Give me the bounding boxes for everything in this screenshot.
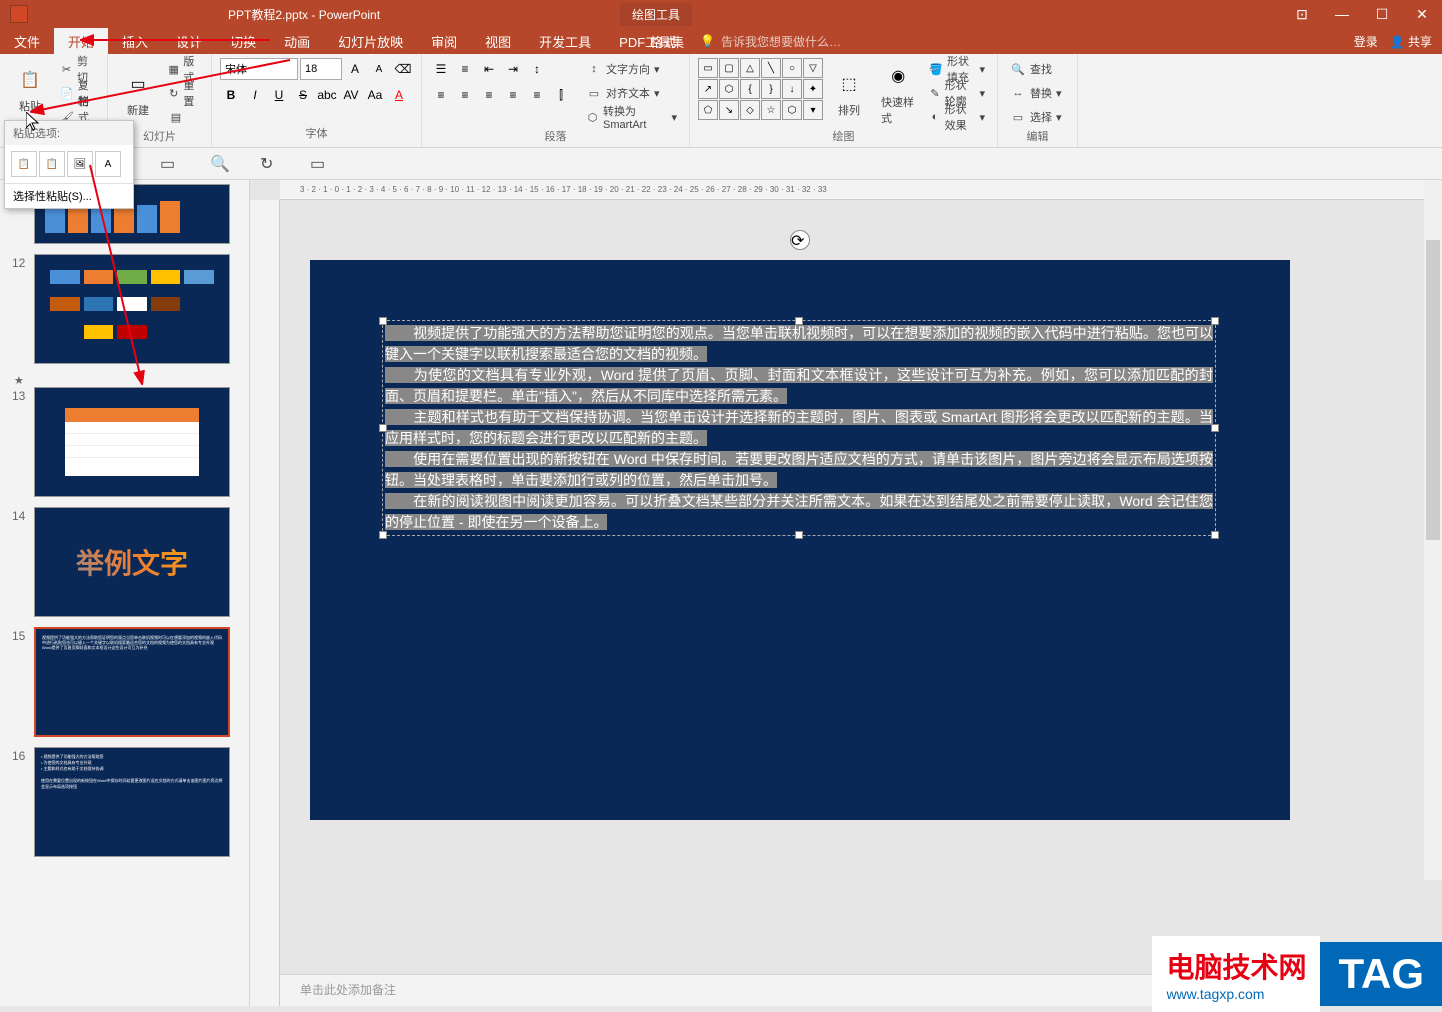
clear-format-icon[interactable]: ⌫ xyxy=(392,58,414,80)
smartart-button[interactable]: ⬡转换为 SmartArt ▾ xyxy=(582,106,681,128)
tell-me-search[interactable]: 💡 告诉我您想要做什么… xyxy=(700,33,841,50)
watermark: 电脑技术网 www.tagxp.com TAG xyxy=(1152,936,1442,1012)
align-left-button[interactable]: ≡ xyxy=(430,84,452,106)
share-button[interactable]: 👤 共享 xyxy=(1390,33,1432,50)
quick-access-bar: ▭ ▭ ▭ ▭ 🔍 ↻ ▭ xyxy=(0,148,1442,180)
app-icon xyxy=(10,5,28,23)
slide-thumb-15[interactable]: 视频提供了功能强大的方法帮助您证明您的观点当您单击联机视频时可以在想要添加的视频… xyxy=(34,627,230,737)
align-right-button[interactable]: ≡ xyxy=(478,84,500,106)
fill-icon: 🪣 xyxy=(929,61,943,77)
minimize-button[interactable]: — xyxy=(1322,0,1362,28)
arrange-icon: ⬚ xyxy=(833,68,865,100)
login-link[interactable]: 登录 xyxy=(1354,33,1378,50)
distribute-button[interactable]: ≡ xyxy=(526,84,548,106)
indent-dec-button[interactable]: ⇤ xyxy=(478,58,500,80)
resize-handle-s[interactable] xyxy=(795,531,803,539)
font-group-label: 字体 xyxy=(220,125,413,143)
quick-styles-icon: ◉ xyxy=(882,60,914,92)
justify-button[interactable]: ≡ xyxy=(502,84,524,106)
effects-icon: ◐ xyxy=(929,109,940,125)
slide-thumb-14[interactable]: 举例文字 xyxy=(34,507,230,617)
paragraph-group-label: 段落 xyxy=(430,128,681,146)
drawing-tools-label: 绘图工具 xyxy=(620,3,692,26)
resize-handle-w[interactable] xyxy=(379,424,387,432)
resize-handle-n[interactable] xyxy=(795,317,803,325)
line-spacing-button[interactable]: ↕ xyxy=(526,58,548,80)
drawing-group-label: 绘图 xyxy=(698,128,989,146)
vertical-scrollbar[interactable] xyxy=(1424,180,1442,880)
slide-editor: 3 · 2 · 1 · 0 · 1 · 2 · 3 · 4 · 5 · 6 · … xyxy=(250,180,1442,1006)
editing-group-label: 编辑 xyxy=(1006,128,1069,146)
align-center-button[interactable]: ≡ xyxy=(454,84,476,106)
select-button[interactable]: ▭选择 ▾ xyxy=(1006,106,1066,128)
columns-button[interactable]: ⫿ xyxy=(550,84,572,106)
smartart-icon: ⬡ xyxy=(586,109,599,125)
horizontal-ruler: 3 · 2 · 1 · 0 · 1 · 2 · 3 · 4 · 5 · 6 · … xyxy=(280,180,1442,200)
resize-handle-ne[interactable] xyxy=(1211,317,1219,325)
resize-handle-e[interactable] xyxy=(1211,424,1219,432)
indent-inc-button[interactable]: ⇥ xyxy=(502,58,524,80)
align-text-button[interactable]: ▭对齐文本 ▾ xyxy=(582,82,681,104)
replace-icon: ↔ xyxy=(1010,85,1026,101)
slide-canvas[interactable]: ⟳ 视频提供了功能强大的方法帮助您证明您的观点。当您单击联机视频时，可以在想要添… xyxy=(310,260,1290,820)
close-button[interactable]: ✕ xyxy=(1402,0,1442,28)
title-bar: PPT教程2.pptx - PowerPoint 绘图工具 ⊡ — ☐ ✕ xyxy=(0,0,1442,28)
decrease-font-icon[interactable]: A xyxy=(368,58,390,80)
tab-developer[interactable]: 开发工具 xyxy=(525,28,605,54)
cursor-icon xyxy=(26,112,42,132)
slide-thumb-13[interactable] xyxy=(34,387,230,497)
shapes-gallery[interactable]: ▭▢△╲○▽ ↗⬡{}↓✦ ⬠↘◇☆⬡▾ xyxy=(698,58,823,120)
bullets-button[interactable]: ☰ xyxy=(430,58,452,80)
case-button[interactable]: Aa xyxy=(364,84,386,106)
numbering-button[interactable]: ≡ xyxy=(454,58,476,80)
select-icon: ▭ xyxy=(1010,109,1026,125)
direction-icon: ↕ xyxy=(586,61,602,77)
tab-review[interactable]: 审阅 xyxy=(417,28,471,54)
arrange-button[interactable]: ⬚ 排列 xyxy=(827,58,871,128)
paste-option-1[interactable]: 📋 xyxy=(11,151,37,177)
ribbon-options-icon[interactable]: ⊡ xyxy=(1282,0,1322,28)
maximize-button[interactable]: ☐ xyxy=(1362,0,1402,28)
increase-font-icon[interactable]: A xyxy=(344,58,366,80)
qat-icon-6[interactable]: ↻ xyxy=(260,154,280,174)
shadow-button[interactable]: abc xyxy=(316,84,338,106)
text-direction-button[interactable]: ↕文字方向 ▾ xyxy=(582,58,681,80)
slide-thumb-16[interactable]: • 视频提供了功能强大的方法帮助您• 为使您的文档具有专业外观• 主题和样式也有… xyxy=(34,747,230,857)
tab-format[interactable]: 格式 xyxy=(636,28,690,55)
tab-view[interactable]: 视图 xyxy=(471,28,525,54)
scrollbar-thumb[interactable] xyxy=(1426,240,1440,540)
qat-icon-5[interactable]: 🔍 xyxy=(210,154,230,174)
qat-icon-7[interactable]: ▭ xyxy=(310,154,330,174)
annotation-arrow-2 xyxy=(30,50,310,120)
bulb-icon: 💡 xyxy=(700,34,715,48)
annotation-arrow-3 xyxy=(80,155,160,385)
document-title: PPT教程2.pptx - PowerPoint xyxy=(228,6,380,23)
outline-icon: ✎ xyxy=(929,85,940,101)
rotate-handle[interactable]: ⟳ xyxy=(790,230,810,250)
find-icon: 🔍 xyxy=(1010,61,1026,77)
tab-slideshow[interactable]: 幻灯片放映 xyxy=(324,28,417,54)
resize-handle-se[interactable] xyxy=(1211,531,1219,539)
find-button[interactable]: 🔍查找 xyxy=(1006,58,1056,80)
spacing-button[interactable]: AV xyxy=(340,84,362,106)
font-color-button[interactable]: A xyxy=(388,84,410,106)
resize-handle-nw[interactable] xyxy=(379,317,387,325)
qat-icon-4[interactable]: ▭ xyxy=(160,154,180,174)
align-icon: ▭ xyxy=(586,85,602,101)
vertical-ruler xyxy=(250,200,280,1006)
paste-option-2[interactable]: 📋 xyxy=(39,151,65,177)
text-box[interactable]: 视频提供了功能强大的方法帮助您证明您的观点。当您单击联机视频时，可以在想要添加的… xyxy=(382,320,1216,536)
slide-text-content[interactable]: 视频提供了功能强大的方法帮助您证明您的观点。当您单击联机视频时，可以在想要添加的… xyxy=(385,323,1213,533)
replace-button[interactable]: ↔替换 ▾ xyxy=(1006,82,1066,104)
resize-handle-sw[interactable] xyxy=(379,531,387,539)
shape-effects-button[interactable]: ◐形状效果 ▾ xyxy=(925,106,989,128)
quick-styles-button[interactable]: ◉ 快速样式 xyxy=(875,58,921,128)
paste-menu-header: 粘贴选项: xyxy=(5,121,133,145)
